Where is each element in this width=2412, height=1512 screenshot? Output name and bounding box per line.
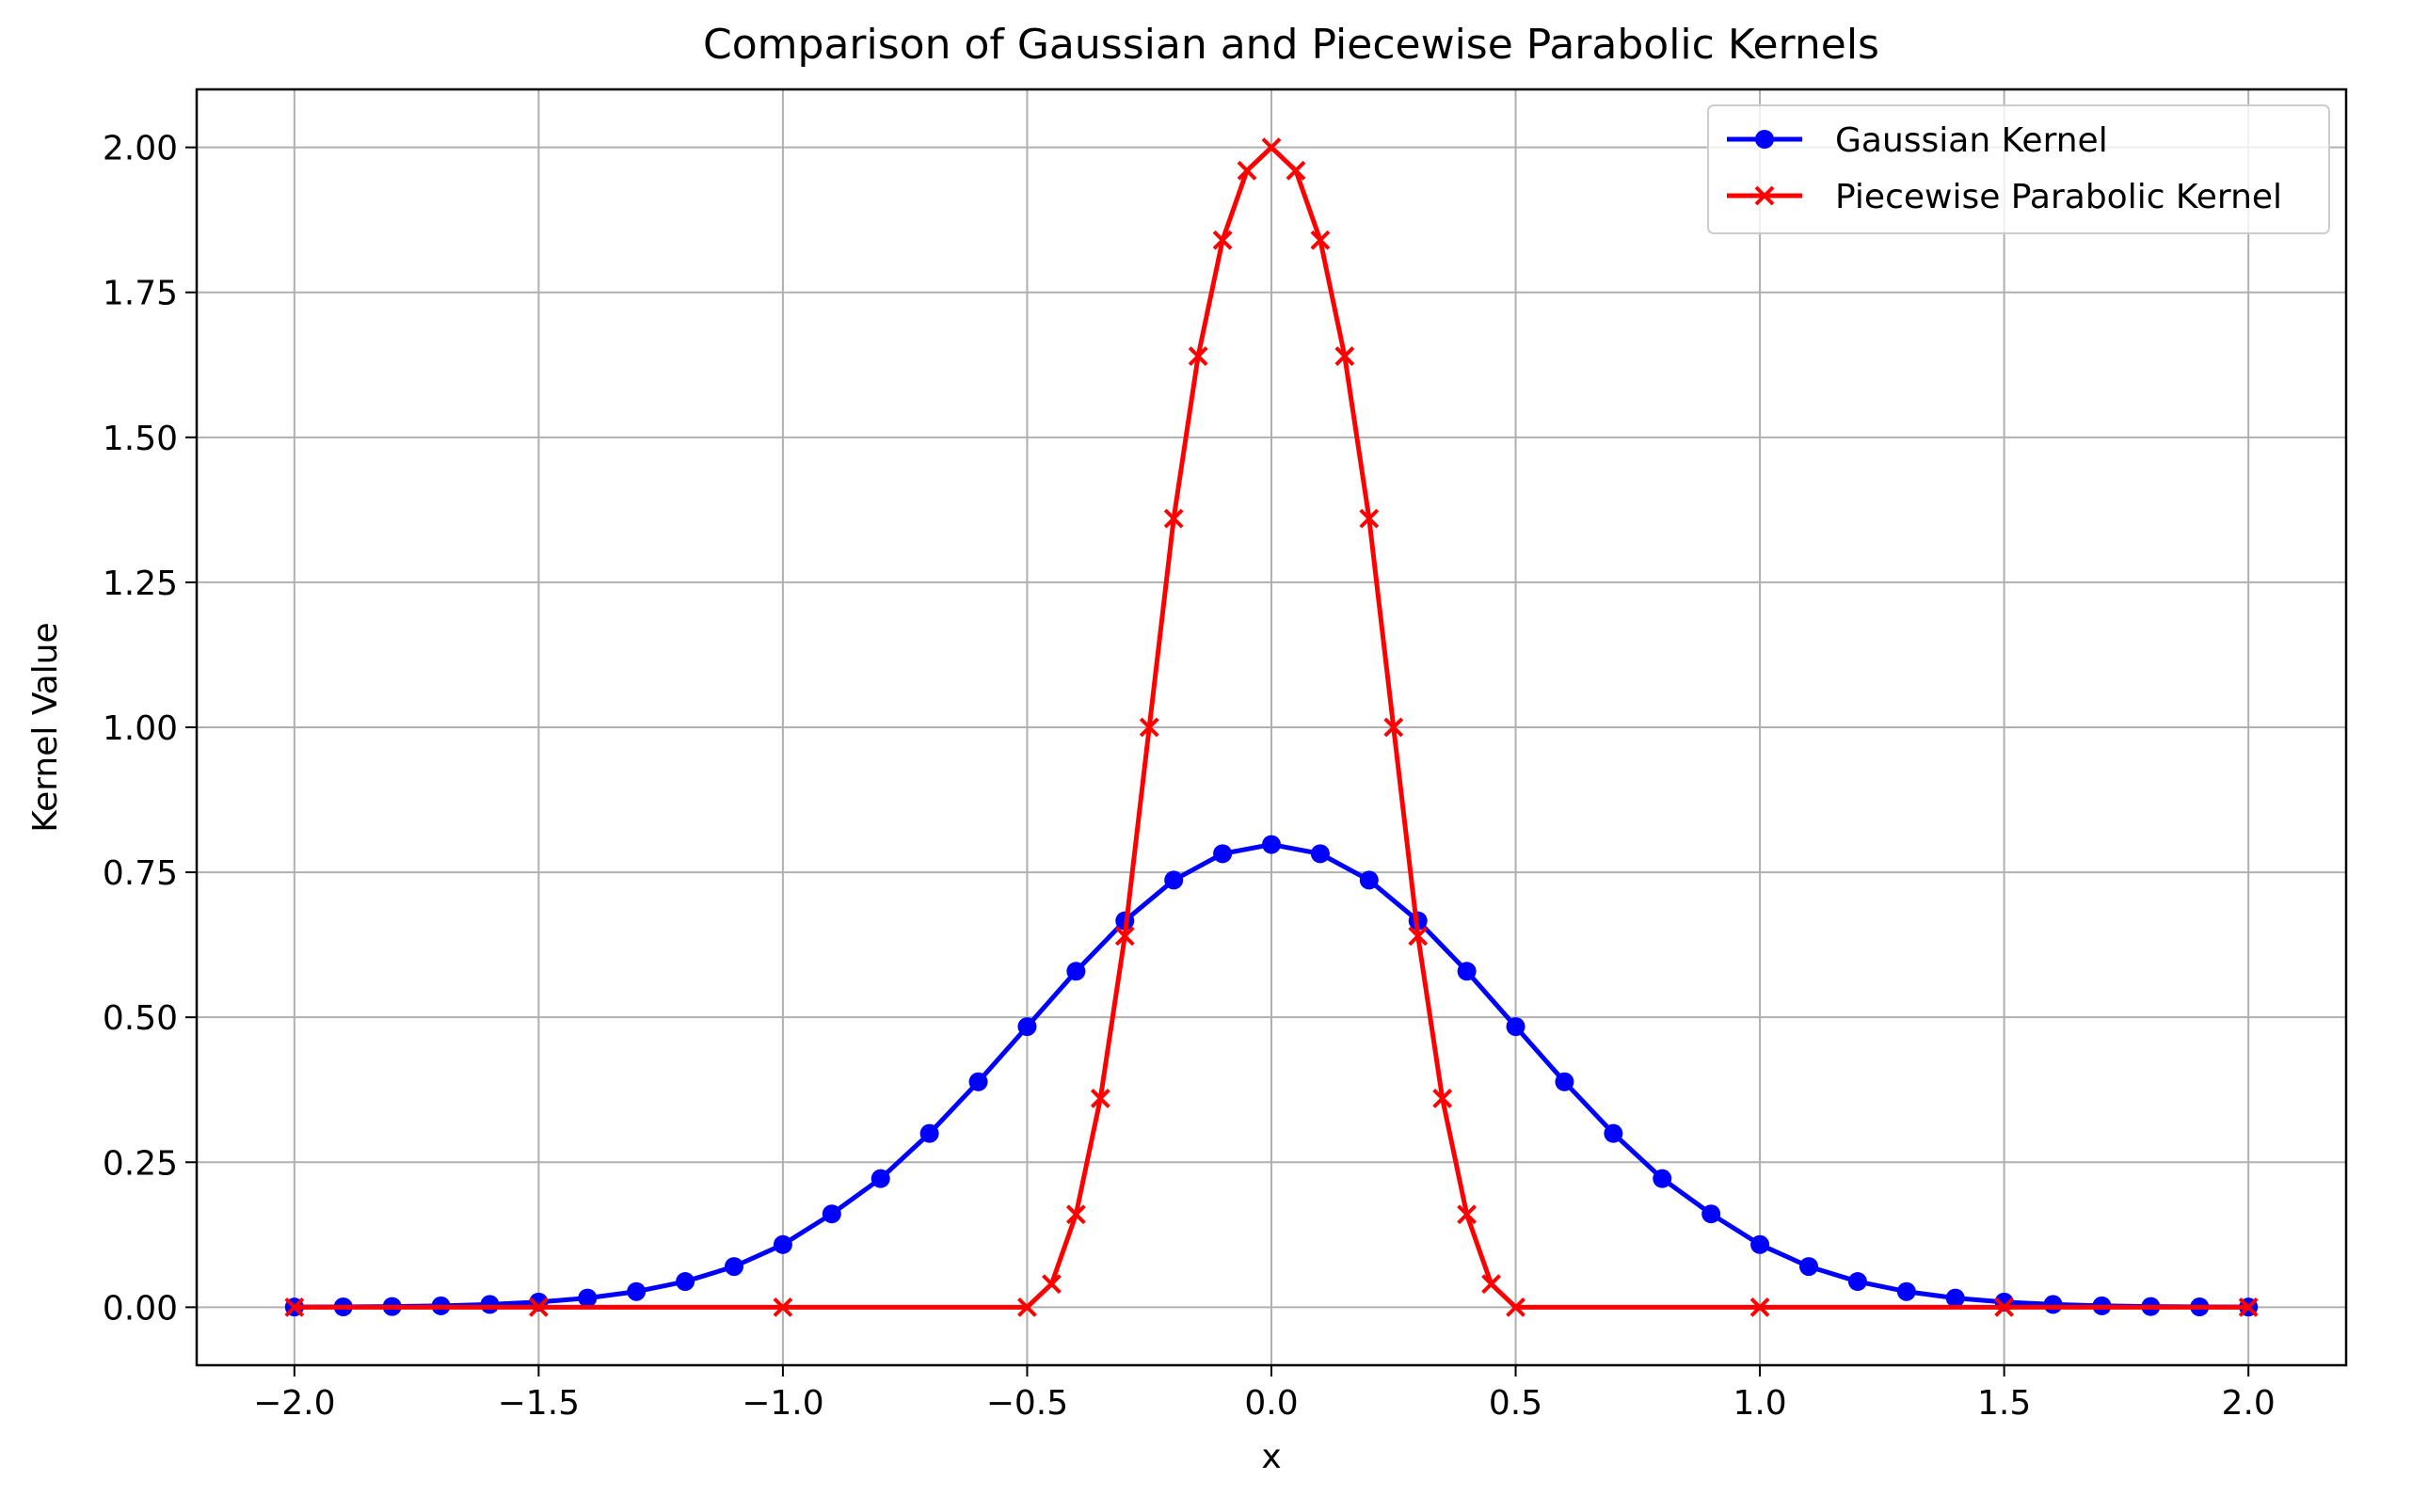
data-point [528, 1297, 549, 1317]
legend: Gaussian Kernel Piecewise Parabolic Kerne… [1707, 104, 2330, 234]
y-tick-label: 1.00 [103, 709, 178, 748]
data-point [2043, 1295, 2063, 1314]
data-point [1065, 1204, 1086, 1225]
data-point [1555, 1072, 1574, 1091]
data-point [1847, 1272, 1867, 1292]
x-axis-label: x [1261, 1438, 1281, 1476]
data-point [1457, 962, 1477, 981]
data-point [1749, 1297, 1770, 1317]
x-tick-label: 1.5 [1977, 1384, 2031, 1423]
legend-marker-0 [1755, 130, 1774, 149]
y-tick-label: 0.50 [103, 999, 178, 1038]
data-point [1750, 1234, 1770, 1254]
data-point [2238, 1297, 2259, 1317]
data-point [1139, 717, 1159, 738]
y-tick-label: 0.00 [103, 1289, 178, 1328]
y-tick-label: 2.00 [103, 130, 178, 168]
x-tick-label: 0.5 [1489, 1384, 1542, 1423]
x-tick-label: −1.5 [498, 1384, 580, 1423]
y-axis-ticks: 0.00 0.25 0.50 0.75 1.00 1.25 1.50 1.75 2.00 [103, 130, 197, 1328]
data-point [480, 1295, 500, 1314]
data-point [1701, 1204, 1721, 1224]
data-point [1896, 1281, 1916, 1301]
data-point [1653, 1169, 1672, 1188]
data-point [773, 1234, 792, 1254]
legend-label-1: Piecewise Parabolic Kernel [1835, 178, 2282, 216]
y-tick-label: 1.25 [103, 565, 178, 603]
data-point [1799, 1257, 1818, 1277]
data-point [871, 1169, 890, 1188]
data-point [1213, 844, 1233, 864]
data-point [1066, 962, 1086, 981]
data-point [1334, 346, 1355, 366]
data-point [1383, 717, 1404, 738]
data-point [1041, 1274, 1062, 1295]
data-point [968, 1072, 988, 1091]
legend-box [1707, 104, 2330, 234]
data-point [725, 1257, 743, 1277]
data-point [1017, 1297, 1037, 1317]
data-point [1945, 1288, 1965, 1308]
y-tick-label: 1.50 [103, 420, 178, 458]
data-point [1432, 1089, 1453, 1108]
data-point [1457, 1204, 1478, 1225]
x-tick-label: 2.0 [2222, 1384, 2276, 1423]
data-point [1506, 1017, 1525, 1037]
data-point [1506, 1297, 1525, 1317]
y-tick-label: 0.75 [103, 854, 178, 893]
data-point [1262, 835, 1281, 854]
legend-label-0: Gaussian Kernel [1835, 121, 2108, 160]
data-point [1408, 926, 1429, 947]
data-point [284, 1297, 305, 1317]
data-point [1212, 230, 1233, 250]
x-tick-label: −1.0 [742, 1384, 823, 1423]
data-point [1261, 137, 1282, 158]
data-point [1481, 1274, 1502, 1295]
data-point [919, 1123, 939, 1143]
x-tick-label: 1.0 [1733, 1384, 1786, 1423]
x-tick-label: −2.0 [253, 1384, 335, 1423]
data-point [1359, 508, 1380, 529]
data-point [1310, 230, 1331, 250]
data-point [1188, 346, 1208, 366]
data-point [1114, 926, 1135, 947]
y-tick-label: 1.75 [103, 275, 178, 313]
data-point [773, 1297, 793, 1317]
x-axis-ticks: −2.0 −1.5 −1.0 −0.5 0.0 0.5 1.0 1.5 2.0 [253, 1365, 2276, 1423]
data-point [1310, 844, 1330, 864]
data-point [627, 1281, 647, 1301]
data-point [822, 1204, 841, 1224]
data-point [1604, 1123, 1623, 1143]
data-point [1017, 1017, 1037, 1037]
x-tick-label: 0.0 [1244, 1384, 1298, 1423]
data-point [1237, 160, 1257, 181]
data-point [1286, 160, 1306, 181]
data-point [1090, 1089, 1110, 1108]
data-point [1163, 508, 1184, 529]
x-tick-label: −0.5 [986, 1384, 1068, 1423]
legend-marker-1 [1754, 185, 1775, 206]
data-point [1164, 870, 1184, 890]
y-axis-label: Kernel Value [26, 622, 65, 832]
plot-series [284, 137, 2259, 1317]
data-point [1359, 870, 1379, 890]
data-point [578, 1288, 598, 1308]
data-point [676, 1272, 695, 1292]
chart-title: Comparison of Gaussian and Piecewise Par… [703, 21, 1879, 69]
y-tick-label: 0.25 [103, 1144, 178, 1183]
data-point [1994, 1297, 2015, 1317]
